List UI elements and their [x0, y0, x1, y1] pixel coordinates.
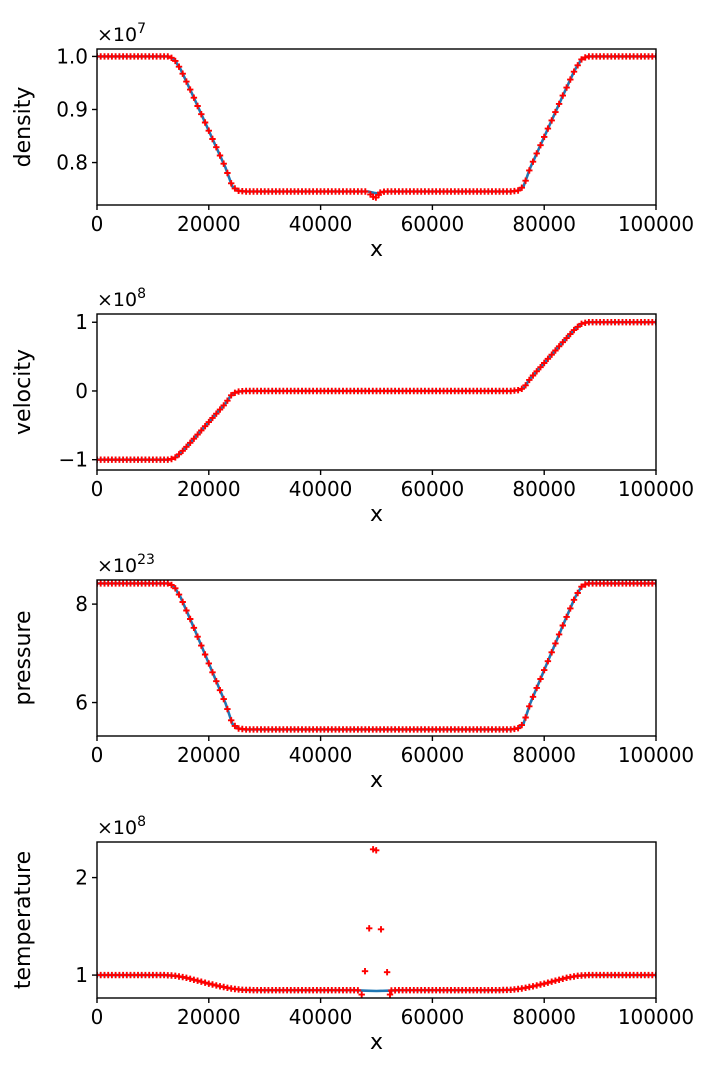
density-numerical-markers	[97, 53, 656, 201]
x-tick-label: 0	[91, 1005, 104, 1029]
x-axis-label: x	[370, 768, 383, 793]
x-tick-label: 0	[91, 743, 104, 767]
subplot-velocity: 0 20000 40000 60000 80000 100000−101×108veloc…	[11, 286, 694, 527]
x-tick-label: 60000	[401, 1005, 465, 1029]
density-exact-solution-line	[97, 55, 656, 195]
pressure-numerical-markers	[97, 580, 656, 733]
subplot-temperature: 0 20000 40000 60000 80000 100000 1 2 ×108 tempera…	[11, 814, 694, 1055]
y-tick-label: 0.8	[56, 151, 88, 175]
y-tick-label: 0	[75, 379, 88, 403]
y-axis-label: velocity	[11, 349, 36, 435]
y-tick-label: 1.0	[56, 44, 88, 68]
subplot-pressure: 0 20000 40000 60000 80000 100000 6 8 ×1023 pressu…	[11, 552, 694, 793]
pressure-axes-spines	[96, 579, 657, 737]
density-plot-area	[97, 53, 656, 201]
y-axis-label: temperature	[11, 851, 36, 989]
y-tick-label: 2	[75, 866, 88, 890]
density-axes-spines	[96, 48, 657, 206]
y-axis-offset-label: ×1023	[97, 552, 155, 577]
x-tick-label: 40000	[289, 1005, 353, 1029]
x-tick-label: 60000	[401, 477, 465, 501]
y-axis-offset-label: ×107	[97, 21, 146, 46]
x-tick-label: 100000	[618, 743, 694, 767]
y-tick-label: 8	[75, 592, 88, 616]
x-tick-label: 80000	[512, 212, 576, 236]
temperature-numerical-markers	[97, 846, 656, 998]
pressure-exact-solution-line	[97, 582, 656, 731]
y-tick-label: 6	[75, 691, 88, 715]
x-tick-label: 100000	[618, 477, 694, 501]
x-tick-label: 40000	[289, 743, 353, 767]
subplot-density: 0 20000 40000 60000 80000 100000 0.8 0.9 1.0 ×107…	[11, 21, 694, 262]
x-axis-label: x	[370, 502, 383, 527]
x-tick-label: 40000	[289, 477, 353, 501]
x-axis-label: x	[370, 237, 383, 262]
velocity-axes-spines	[96, 313, 657, 471]
x-tick-label: 20000	[177, 477, 241, 501]
x-tick-label: 80000	[512, 477, 576, 501]
y-axis-offset-label: ×108	[97, 286, 146, 311]
y-axis-label: pressure	[11, 610, 36, 705]
velocity-plot-area	[97, 319, 656, 463]
x-tick-label: 100000	[618, 1005, 694, 1029]
y-tick-label: 0.9	[56, 97, 88, 121]
velocity-numerical-markers	[97, 319, 656, 463]
temperature-plot-area	[97, 846, 656, 998]
x-tick-label: 0	[91, 477, 104, 501]
y-tick-label: 1	[75, 310, 88, 334]
temperature-axes-spines	[96, 841, 657, 999]
y-axis-offset-label: ×108	[97, 814, 146, 839]
x-tick-label: 80000	[512, 1005, 576, 1029]
x-tick-label: 40000	[289, 212, 353, 236]
y-tick-label: 1	[75, 963, 88, 987]
y-axis-label: density	[11, 87, 36, 168]
x-tick-label: 60000	[401, 212, 465, 236]
x-tick-label: 60000	[401, 743, 465, 767]
x-tick-label: 0	[91, 212, 104, 236]
x-tick-label: 20000	[177, 1005, 241, 1029]
x-tick-label: 80000	[512, 743, 576, 767]
pressure-plot-area	[97, 580, 656, 733]
y-tick-label: −1	[59, 448, 88, 472]
x-tick-label: 20000	[177, 743, 241, 767]
x-axis-label: x	[370, 1030, 383, 1055]
x-tick-label: 20000	[177, 212, 241, 236]
x-tick-label: 100000	[618, 212, 694, 236]
